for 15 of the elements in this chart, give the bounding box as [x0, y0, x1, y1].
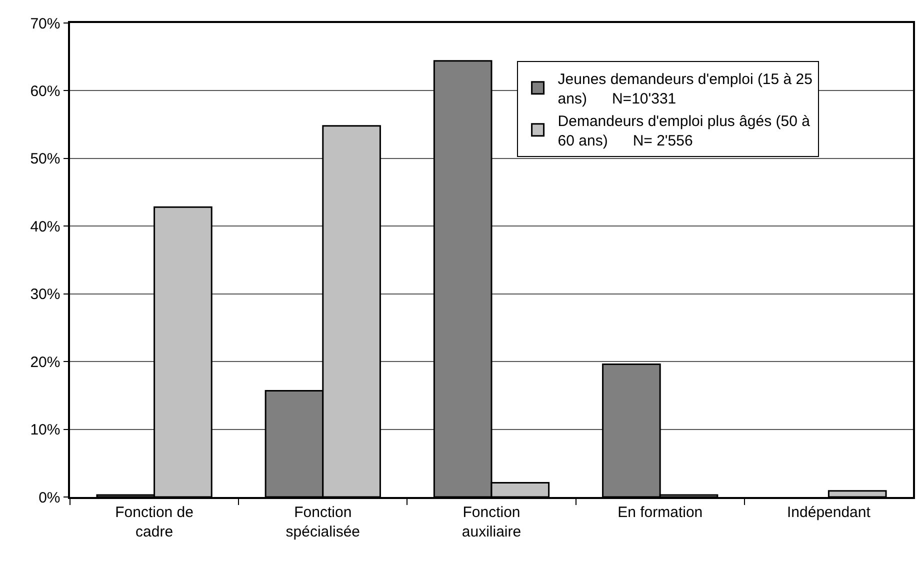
y-tick-label: 0%: [38, 489, 60, 506]
legend-label: Jeunes demandeurs d'emploi (15 à 25 ans) N=10'331: [558, 71, 812, 108]
y-tick-label: 20%: [30, 354, 60, 371]
x-tick-label: Fonction de cadre: [115, 504, 194, 540]
y-tick-label: 10%: [30, 422, 60, 439]
x-tick-label: En formation: [618, 504, 703, 521]
y-tick-label: 70%: [30, 15, 60, 32]
y-tick-label: 60%: [30, 82, 60, 100]
y-tick-label: 30%: [30, 286, 60, 304]
y-tick-label: 40%: [30, 218, 60, 236]
x-tick-label: Fonction spécialisée: [286, 504, 360, 540]
y-tick-label: 50%: [30, 150, 60, 168]
x-tick-label: Fonction auxiliaire: [462, 504, 522, 540]
x-tick-label: Indépendant: [786, 504, 872, 521]
legend-label: Demandeurs d'emploi plus âgés (50 à 60 ans) N= 2'556: [558, 113, 811, 150]
